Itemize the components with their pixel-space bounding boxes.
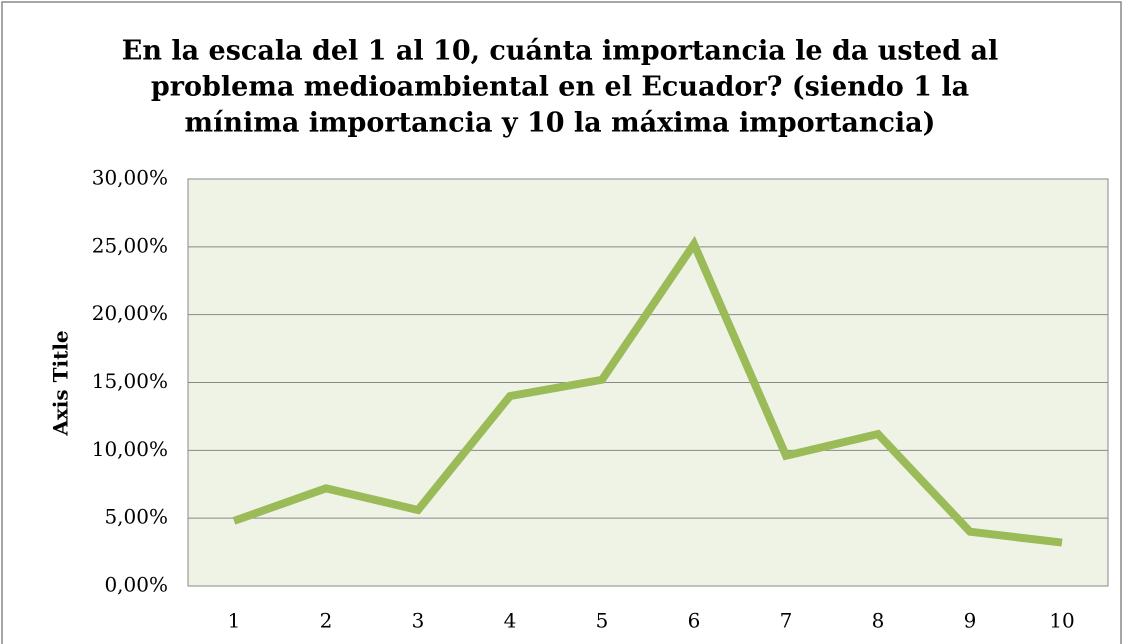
x-tick-label: 2 [320,609,333,633]
chart-title: problema medioambiental en el Ecuador? (… [151,72,969,103]
y-tick-label: 0,00% [104,573,168,597]
y-tick-label: 5,00% [104,505,168,529]
chart-title: En la escala del 1 al 10, cuánta importa… [122,36,998,67]
y-tick-label: 10,00% [92,437,168,461]
x-tick-label: 10 [1049,609,1074,633]
chart-title: mínima importancia y 10 la máxima import… [185,108,936,139]
y-axis-title: Axis Title [49,330,73,436]
x-tick-label: 7 [780,609,793,633]
y-tick-label: 25,00% [92,233,168,257]
x-tick-label: 5 [596,609,609,633]
y-tick-label: 30,00% [92,166,168,190]
data-line [232,235,1063,547]
x-tick-label: 1 [228,609,241,633]
y-tick-label: 20,00% [92,301,168,325]
x-tick-label: 3 [412,609,425,633]
x-tick-label: 6 [688,609,701,633]
x-tick-label: 9 [964,609,977,633]
x-tick-label: 8 [872,609,885,633]
x-tick-label: 4 [504,609,517,633]
y-tick-label: 15,00% [92,369,168,393]
